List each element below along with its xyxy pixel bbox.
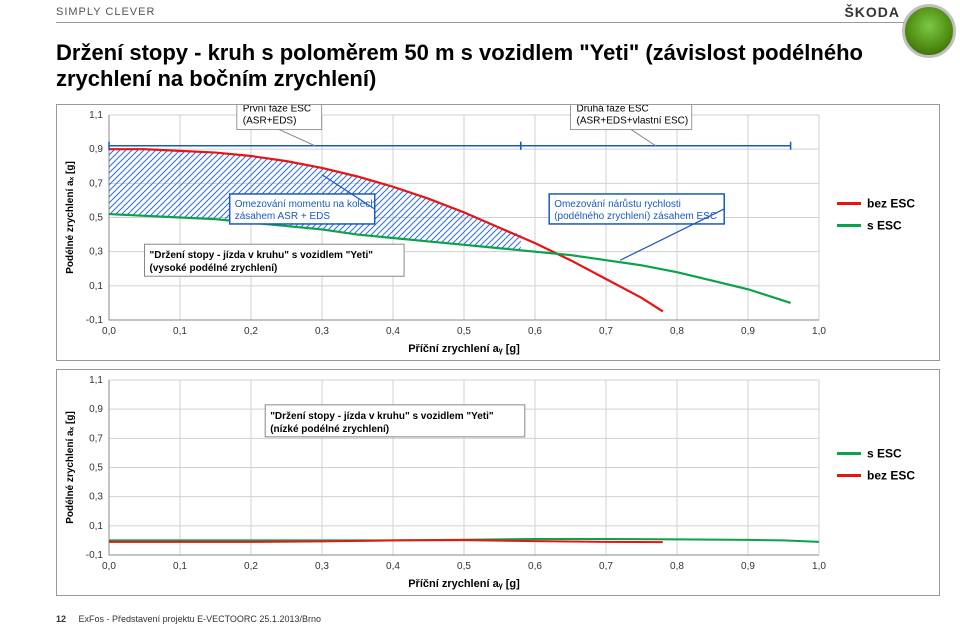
svg-text:(vysoké podélné zrychlení): (vysoké podélné zrychlení) bbox=[150, 263, 278, 274]
svg-text:0,9: 0,9 bbox=[741, 561, 755, 572]
svg-text:0,7: 0,7 bbox=[89, 433, 103, 444]
svg-text:bez ESC: bez ESC bbox=[867, 197, 915, 211]
svg-text:1,0: 1,0 bbox=[812, 326, 826, 337]
svg-text:-0,1: -0,1 bbox=[86, 550, 104, 561]
page-title: Držení stopy - kruh s poloměrem 50 m s v… bbox=[56, 40, 880, 93]
svg-text:(ASR+EDS+vlastní ESC): (ASR+EDS+vlastní ESC) bbox=[577, 116, 689, 127]
page-number: 12 bbox=[56, 614, 66, 624]
svg-text:0,5: 0,5 bbox=[89, 213, 103, 224]
svg-text:1,0: 1,0 bbox=[812, 561, 826, 572]
svg-text:0,9: 0,9 bbox=[741, 326, 755, 337]
svg-text:0,6: 0,6 bbox=[528, 561, 542, 572]
svg-text:"Držení stopy - jízda v kruhu": "Držení stopy - jízda v kruhu" s vozidle… bbox=[270, 411, 494, 422]
svg-text:0,2: 0,2 bbox=[244, 326, 258, 337]
svg-text:První fáze ESC: První fáze ESC bbox=[243, 105, 311, 115]
svg-text:"Držení stopy - jízda v kruhu": "Držení stopy - jízda v kruhu" s vozidle… bbox=[150, 250, 374, 261]
svg-text:0,3: 0,3 bbox=[315, 326, 329, 337]
svg-text:s ESC: s ESC bbox=[867, 219, 902, 233]
svg-text:Omezování momentu na kolech: Omezování momentu na kolech bbox=[235, 199, 376, 210]
svg-text:0,9: 0,9 bbox=[89, 404, 103, 415]
svg-text:Podélné zrychlení aₓ [g]: Podélné zrychlení aₓ [g] bbox=[65, 411, 76, 524]
svg-text:Omezování nárůstu rychlosti: Omezování nárůstu rychlosti bbox=[554, 198, 681, 210]
svg-text:0,8: 0,8 bbox=[670, 326, 684, 337]
svg-text:(ASR+EDS): (ASR+EDS) bbox=[243, 116, 297, 127]
svg-text:0,7: 0,7 bbox=[599, 326, 613, 337]
svg-text:0,6: 0,6 bbox=[528, 326, 542, 337]
svg-text:0,2: 0,2 bbox=[244, 561, 258, 572]
svg-text:0,1: 0,1 bbox=[89, 521, 103, 532]
svg-text:0,7: 0,7 bbox=[599, 561, 613, 572]
svg-text:0,9: 0,9 bbox=[89, 144, 103, 155]
svg-text:0,3: 0,3 bbox=[89, 247, 103, 258]
tagline: SIMPLY CLEVER bbox=[56, 6, 155, 18]
svg-text:1,1: 1,1 bbox=[89, 110, 103, 121]
svg-text:0,4: 0,4 bbox=[386, 561, 400, 572]
svg-text:-0,1: -0,1 bbox=[86, 315, 104, 326]
svg-text:0,3: 0,3 bbox=[89, 492, 103, 503]
svg-text:0,1: 0,1 bbox=[89, 281, 103, 292]
header-rule bbox=[56, 22, 904, 23]
svg-text:Podélné zrychlení aₓ [g]: Podélné zrychlení aₓ [g] bbox=[65, 161, 76, 274]
svg-text:Příční zrychlení aᵧ [g]: Příční zrychlení aᵧ [g] bbox=[408, 343, 520, 355]
svg-text:0,1: 0,1 bbox=[173, 561, 187, 572]
svg-text:0,0: 0,0 bbox=[102, 326, 116, 337]
header: SIMPLY CLEVER ŠKODA bbox=[0, 0, 960, 28]
svg-text:0,3: 0,3 bbox=[315, 561, 329, 572]
svg-text:0,5: 0,5 bbox=[89, 463, 103, 474]
brand-logo-icon bbox=[902, 4, 956, 58]
svg-text:Příční zrychlení aᵧ [g]: Příční zrychlení aᵧ [g] bbox=[408, 578, 520, 590]
svg-text:zásahem ASR + EDS: zásahem ASR + EDS bbox=[235, 211, 331, 222]
chart-bottom: 0,0 0,1 0,2 0,3 0,4 0,5 0,6 0,7 0,8 0,9 1,0 -0,1 0,1… bbox=[56, 369, 940, 596]
svg-text:0,4: 0,4 bbox=[386, 326, 400, 337]
charts-container: 0,0 0,1 0,2 0,3 0,4 0,5 0,6 0,7 0,8 0,9 1,0 -0,1 0,1… bbox=[56, 104, 940, 606]
brand-name: ŠKODA bbox=[844, 4, 900, 20]
svg-text:0,7: 0,7 bbox=[89, 178, 103, 189]
svg-text:0,5: 0,5 bbox=[457, 326, 471, 337]
footer-text: ExFos - Představení projektu E-VECTOORC … bbox=[79, 614, 321, 624]
svg-text:0,5: 0,5 bbox=[457, 561, 471, 572]
svg-text:0,1: 0,1 bbox=[173, 326, 187, 337]
svg-text:Druhá fáze ESC: Druhá fáze ESC bbox=[577, 105, 649, 115]
svg-text:s ESC: s ESC bbox=[867, 447, 902, 461]
footer: 12 ExFos - Představení projektu E-VECTOO… bbox=[56, 614, 321, 624]
chart-top: 0,0 0,1 0,2 0,3 0,4 0,5 0,6 0,7 0,8 0,9 1,0 -0,1 0,1… bbox=[56, 104, 940, 361]
svg-text:(nízké podélné zrychlení): (nízké podélné zrychlení) bbox=[270, 424, 389, 435]
svg-text:bez ESC: bez ESC bbox=[867, 469, 915, 483]
svg-text:(podélného zrychlení) zásahem: (podélného zrychlení) zásahem ESC bbox=[554, 211, 717, 222]
svg-text:1,1: 1,1 bbox=[89, 375, 103, 386]
svg-text:0,0: 0,0 bbox=[102, 561, 116, 572]
svg-text:0,8: 0,8 bbox=[670, 561, 684, 572]
